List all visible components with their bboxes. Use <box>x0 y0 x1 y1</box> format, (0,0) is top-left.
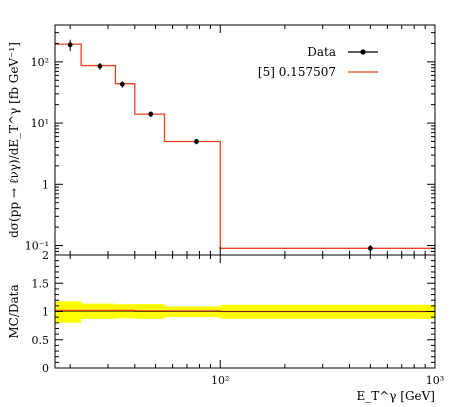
data-point <box>367 245 373 251</box>
legend: Data [5] 0.157507 <box>258 45 378 79</box>
ratio-y-tick-label: 1 <box>42 306 49 319</box>
main-frame <box>54 24 436 256</box>
y-tick-label: 10¹ <box>31 117 49 130</box>
y-tick-label: 10² <box>31 56 49 69</box>
y-tick-label: 1 <box>42 178 49 191</box>
x-axis-title: E_T^γ [GeV] <box>356 389 435 403</box>
main-panel: 10⁻¹ 1 10¹ 10² dσ(pp → ℓνγ)/dE_T^γ [fb GeV⁻¹… <box>7 24 436 256</box>
legend-label: Data <box>307 45 336 59</box>
y-axis-title: dσ(pp → ℓνγ)/dE_T^γ [fb GeV⁻¹] <box>7 42 21 238</box>
data-point <box>97 63 103 69</box>
ratio-panel: 10² 10³ 0 0.5 1 1.5 2 MC/Data E_T^γ [GeV] <box>7 249 444 403</box>
ratio-y-axis-title: MC/Data <box>7 284 21 338</box>
data-point <box>119 81 125 87</box>
y-tick-label: 10⁻¹ <box>25 240 49 253</box>
data-point <box>194 139 199 144</box>
data-point <box>148 111 154 117</box>
data-point <box>67 42 73 48</box>
ratio-y-tick-label: 0.5 <box>32 334 50 347</box>
mc-histogram-line <box>55 43 435 249</box>
x-tick-label: 10³ <box>426 374 444 387</box>
ratio-y-tick-label: 0 <box>42 362 49 375</box>
ratio-band-bin <box>55 301 82 323</box>
x-tick-label: 10² <box>211 374 229 387</box>
legend-marker <box>360 49 366 55</box>
ratio-y-tick-label: 1.5 <box>32 277 50 290</box>
ratio-y-tick-label: 2 <box>42 249 49 262</box>
legend-label: [5] 0.157507 <box>258 65 336 79</box>
